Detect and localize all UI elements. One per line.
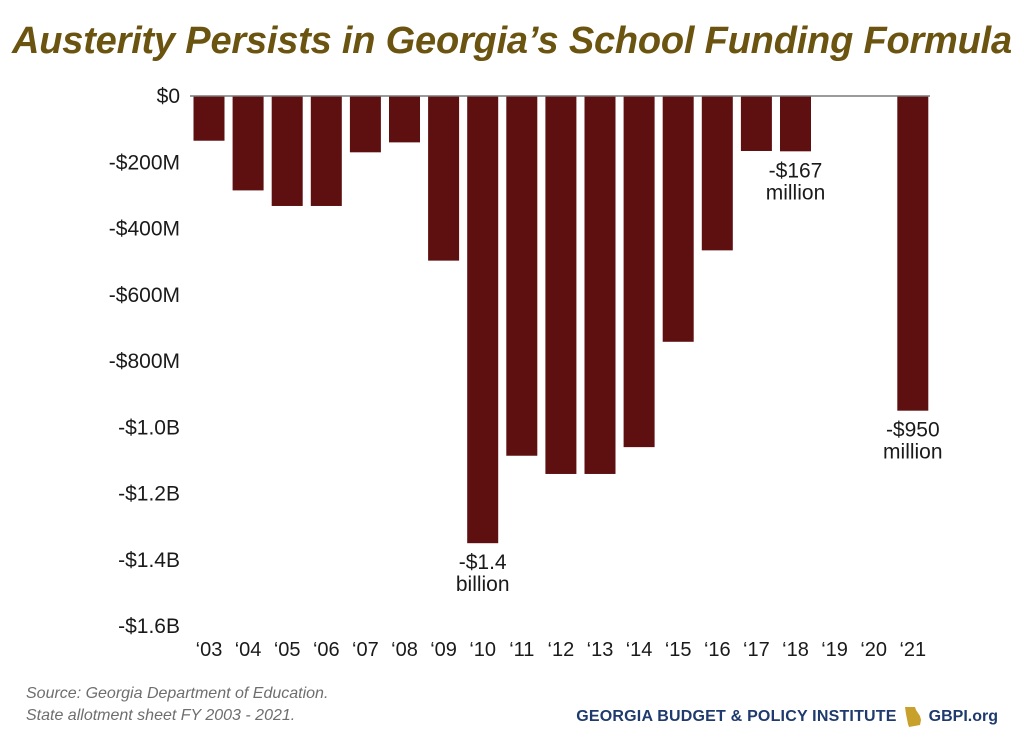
- x-tick-label: ‘09: [430, 639, 457, 661]
- bar-11: [623, 96, 655, 448]
- x-tick-label: ‘14: [626, 639, 653, 661]
- bar-4: [349, 96, 381, 153]
- org-name: GEORGIA BUDGET & POLICY INSTITUTE: [576, 708, 897, 725]
- bar-14: [740, 96, 772, 151]
- y-tick-label: -$400M: [109, 218, 180, 241]
- x-axis-ticks: ‘03 ‘04 ‘05 ‘06 ‘07 ‘08 ‘09 ‘10 ‘11 ‘12 ‘13 ‘14 ‘15 ‘…: [196, 639, 927, 661]
- y-tick-label: -$200M: [109, 151, 180, 174]
- annotation-label: -$167: [769, 159, 823, 182]
- x-tick-label: ‘16: [704, 639, 731, 661]
- annotation-label: -$1.4: [459, 551, 507, 574]
- y-tick-label: -$600M: [109, 284, 180, 307]
- bar-0: [193, 96, 225, 141]
- y-tick-label: -$800M: [109, 350, 180, 373]
- georgia-state-icon: [904, 707, 921, 727]
- source-note: Source: Georgia Department of Education.…: [26, 683, 328, 727]
- x-tick-label: ‘06: [313, 639, 340, 661]
- x-tick-label: ‘08: [391, 639, 418, 661]
- site-url: GBPI.org: [928, 708, 998, 725]
- bar-5: [389, 96, 420, 143]
- bar-6: [428, 96, 460, 261]
- bar-18: [897, 96, 929, 411]
- bars-layer: [193, 96, 929, 544]
- x-tick-label: ‘05: [274, 639, 301, 661]
- bar-3: [310, 96, 342, 206]
- x-tick-label: ‘15: [665, 639, 692, 661]
- annotation-label: billion: [456, 573, 510, 596]
- x-tick-label: ‘04: [235, 639, 262, 661]
- x-tick-label: ‘20: [860, 639, 887, 661]
- annotation-label: -$950: [886, 419, 940, 442]
- bar-13: [701, 96, 733, 251]
- annotation-label: million: [883, 441, 943, 464]
- footer-brand: GEORGIA BUDGET & POLICY INSTITUTE GBPI.o…: [576, 706, 998, 728]
- bar-12: [662, 96, 694, 342]
- annotation-label: million: [766, 181, 826, 204]
- chart-title: Austerity Persists in Georgia’s School F…: [12, 20, 1012, 62]
- x-tick-label: ‘10: [469, 639, 496, 661]
- source-line-2: State allotment sheet FY 2003 - 2021.: [26, 707, 296, 724]
- bar-9: [545, 96, 577, 474]
- x-tick-label: ‘03: [196, 639, 223, 661]
- bar-2: [271, 96, 303, 206]
- y-axis-ticks: $0 -$200M -$400M -$600M -$800M -$1.0B -$1.2B -$…: [109, 85, 180, 638]
- bar-10: [584, 96, 616, 474]
- y-tick-label: -$1.2B: [118, 483, 180, 506]
- x-tick-label: ‘13: [587, 639, 614, 661]
- y-tick-label: -$1.0B: [118, 416, 180, 439]
- bar-7: [467, 96, 499, 544]
- bar-1: [232, 96, 264, 191]
- y-tick-label: -$1.4B: [118, 549, 180, 572]
- x-tick-label: ‘12: [548, 639, 575, 661]
- y-tick-label: -$1.6B: [118, 615, 180, 638]
- y-tick-label: $0: [157, 85, 180, 108]
- x-tick-label: ‘11: [509, 639, 534, 661]
- x-tick-label: ‘07: [352, 639, 379, 661]
- x-tick-label: ‘19: [821, 639, 848, 661]
- x-tick-label: ‘21: [899, 639, 926, 661]
- bar-15: [780, 96, 811, 152]
- x-tick-label: ‘17: [743, 639, 770, 661]
- source-line-1: Source: Georgia Department of Education.: [26, 685, 329, 702]
- bar-8: [506, 96, 538, 456]
- x-tick-label: ‘18: [782, 639, 809, 661]
